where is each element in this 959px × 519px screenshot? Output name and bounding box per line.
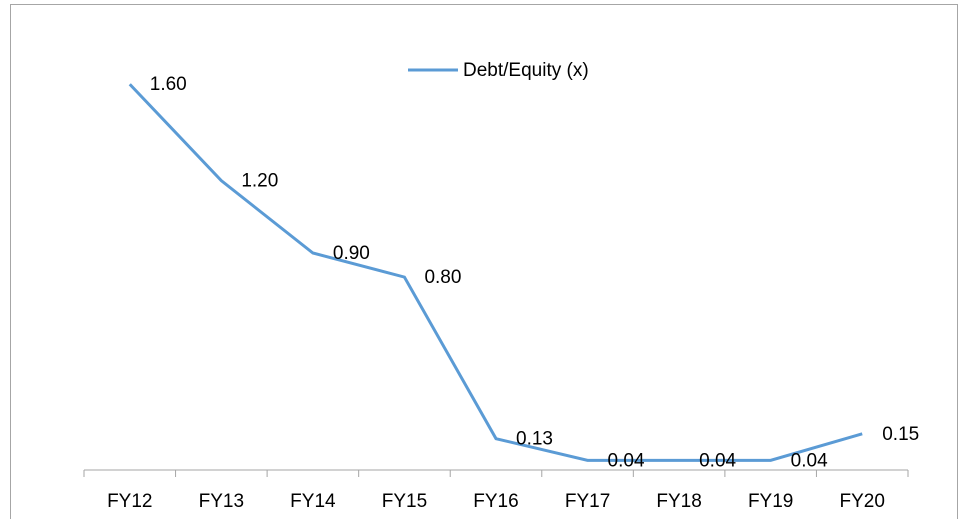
data-label: 0.04 (608, 450, 645, 471)
x-tick-label: FY14 (290, 491, 336, 512)
data-label: 1.20 (241, 171, 278, 192)
data-label: 0.04 (791, 450, 828, 471)
data-label: 1.60 (150, 74, 187, 95)
x-tick-label: FY15 (382, 491, 427, 512)
x-tick-label: FY19 (748, 491, 793, 512)
chart-frame (10, 4, 958, 519)
x-tick-label: FY16 (473, 491, 518, 512)
x-tick-label: FY13 (199, 491, 244, 512)
data-label: 0.15 (882, 424, 919, 445)
data-label: 0.13 (516, 429, 553, 450)
x-tick-label: FY18 (656, 491, 701, 512)
x-tick-label: FY20 (840, 491, 885, 512)
data-label: 0.80 (424, 267, 461, 288)
x-tick-label: FY17 (565, 491, 610, 512)
data-label: 0.90 (333, 243, 370, 264)
x-tick-label: FY12 (107, 491, 152, 512)
data-line (128, 83, 863, 462)
data-label: 0.04 (699, 450, 736, 471)
legend-label: Debt/Equity (x) (463, 60, 589, 81)
